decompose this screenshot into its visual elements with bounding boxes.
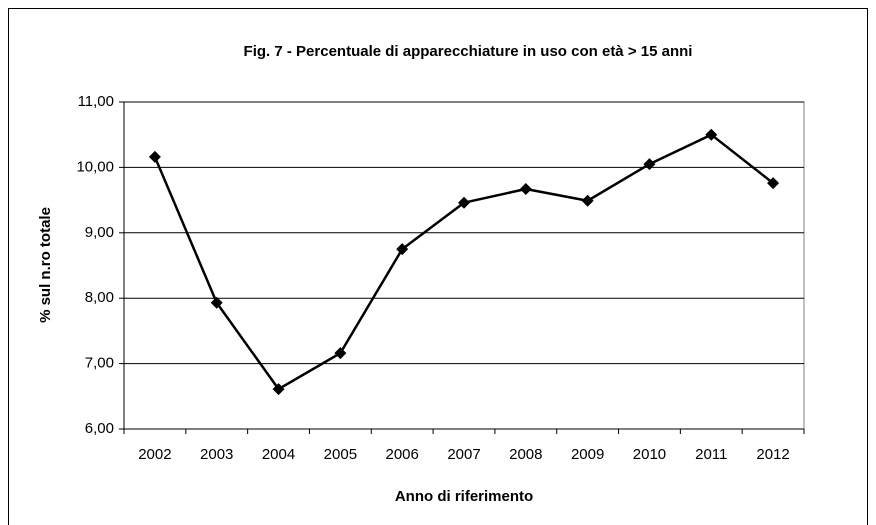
y-tick-label: 8,00 (85, 289, 114, 306)
x-axis-label: Anno di riferimento (395, 488, 533, 505)
x-tick-label: 2007 (447, 446, 480, 463)
data-point (519, 182, 532, 195)
data-point (767, 177, 780, 190)
y-tick-label: 11,00 (78, 93, 114, 110)
data-point (272, 383, 285, 396)
x-tick-label: 2010 (633, 446, 666, 463)
chart-title: Fig. 7 - Percentuale di apparecchiature … (244, 43, 693, 60)
data-point (581, 194, 594, 207)
data-point (643, 158, 656, 171)
y-tick-label: 10,00 (76, 158, 114, 175)
y-tick-label: 9,00 (85, 224, 114, 241)
x-tick-label: 2008 (509, 446, 542, 463)
y-axis-label: % sul n.ro totale (37, 207, 54, 323)
x-tick-label: 2005 (324, 446, 357, 463)
data-point (148, 150, 161, 163)
data-point (210, 296, 223, 309)
data-point (705, 128, 718, 141)
x-tick-label: 2011 (695, 446, 727, 463)
x-tick-label: 2003 (200, 446, 233, 463)
data-point (334, 347, 347, 360)
y-tick-label: 7,00 (85, 355, 114, 372)
plot-area (123, 101, 805, 430)
x-tick-label: 2009 (571, 446, 604, 463)
x-tick-label: 2006 (385, 446, 418, 463)
x-tick-label: 2002 (138, 446, 171, 463)
data-point (396, 243, 409, 256)
x-tick-label: 2004 (262, 446, 295, 463)
x-tick-label: 2012 (756, 446, 789, 463)
y-tick-label: 6,00 (85, 420, 114, 437)
data-point (458, 196, 470, 209)
